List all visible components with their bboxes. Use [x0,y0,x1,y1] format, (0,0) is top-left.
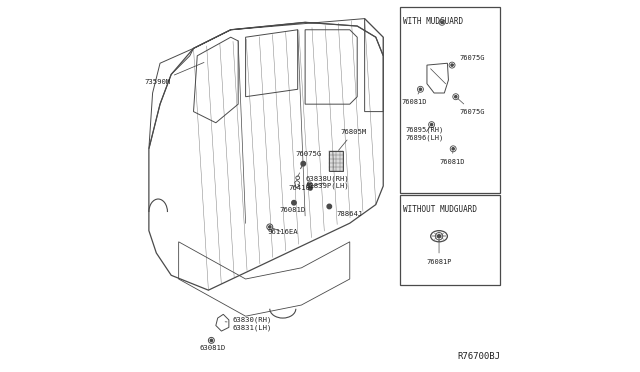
Text: 76895(RH)
76896(LH): 76895(RH) 76896(LH) [406,127,444,141]
Text: 63838U(RH)
63839P(LH): 63838U(RH) 63839P(LH) [305,175,349,189]
Circle shape [431,124,433,126]
Text: 76081D: 76081D [439,151,465,165]
Text: 73590M: 73590M [145,62,204,85]
Text: 76075G: 76075G [296,151,322,165]
Circle shape [327,204,332,209]
Text: 63830(RH)
63831(LH): 63830(RH) 63831(LH) [225,317,272,331]
Text: R76700BJ: R76700BJ [458,352,500,361]
Bar [330,151,344,171]
Text: 76805M: 76805M [339,129,367,150]
Text: 76081D: 76081D [401,92,427,105]
Circle shape [292,201,296,205]
Text: 76075G: 76075G [458,99,485,115]
Circle shape [451,64,453,66]
Bar [400,7,500,193]
Text: 78864J: 78864J [330,206,363,217]
Bar [400,195,500,285]
Text: 76081D: 76081D [279,203,305,213]
Circle shape [454,96,457,98]
Circle shape [309,183,310,185]
Circle shape [269,226,271,228]
Circle shape [308,186,312,190]
Circle shape [438,235,440,238]
Text: WITHOUT MUDGUARD: WITHOUT MUDGUARD [403,205,477,214]
Text: WITH MUDGUARD: WITH MUDGUARD [403,17,463,26]
Text: 76410F: 76410F [289,184,315,191]
Text: 63081D: 63081D [199,340,225,351]
Circle shape [441,21,443,23]
Circle shape [419,88,422,90]
Circle shape [452,148,454,150]
Text: 76075G: 76075G [452,55,485,65]
Text: 76081P: 76081P [426,239,452,264]
Text: 96116EA: 96116EA [268,228,298,235]
Circle shape [211,339,212,341]
Circle shape [301,161,305,166]
